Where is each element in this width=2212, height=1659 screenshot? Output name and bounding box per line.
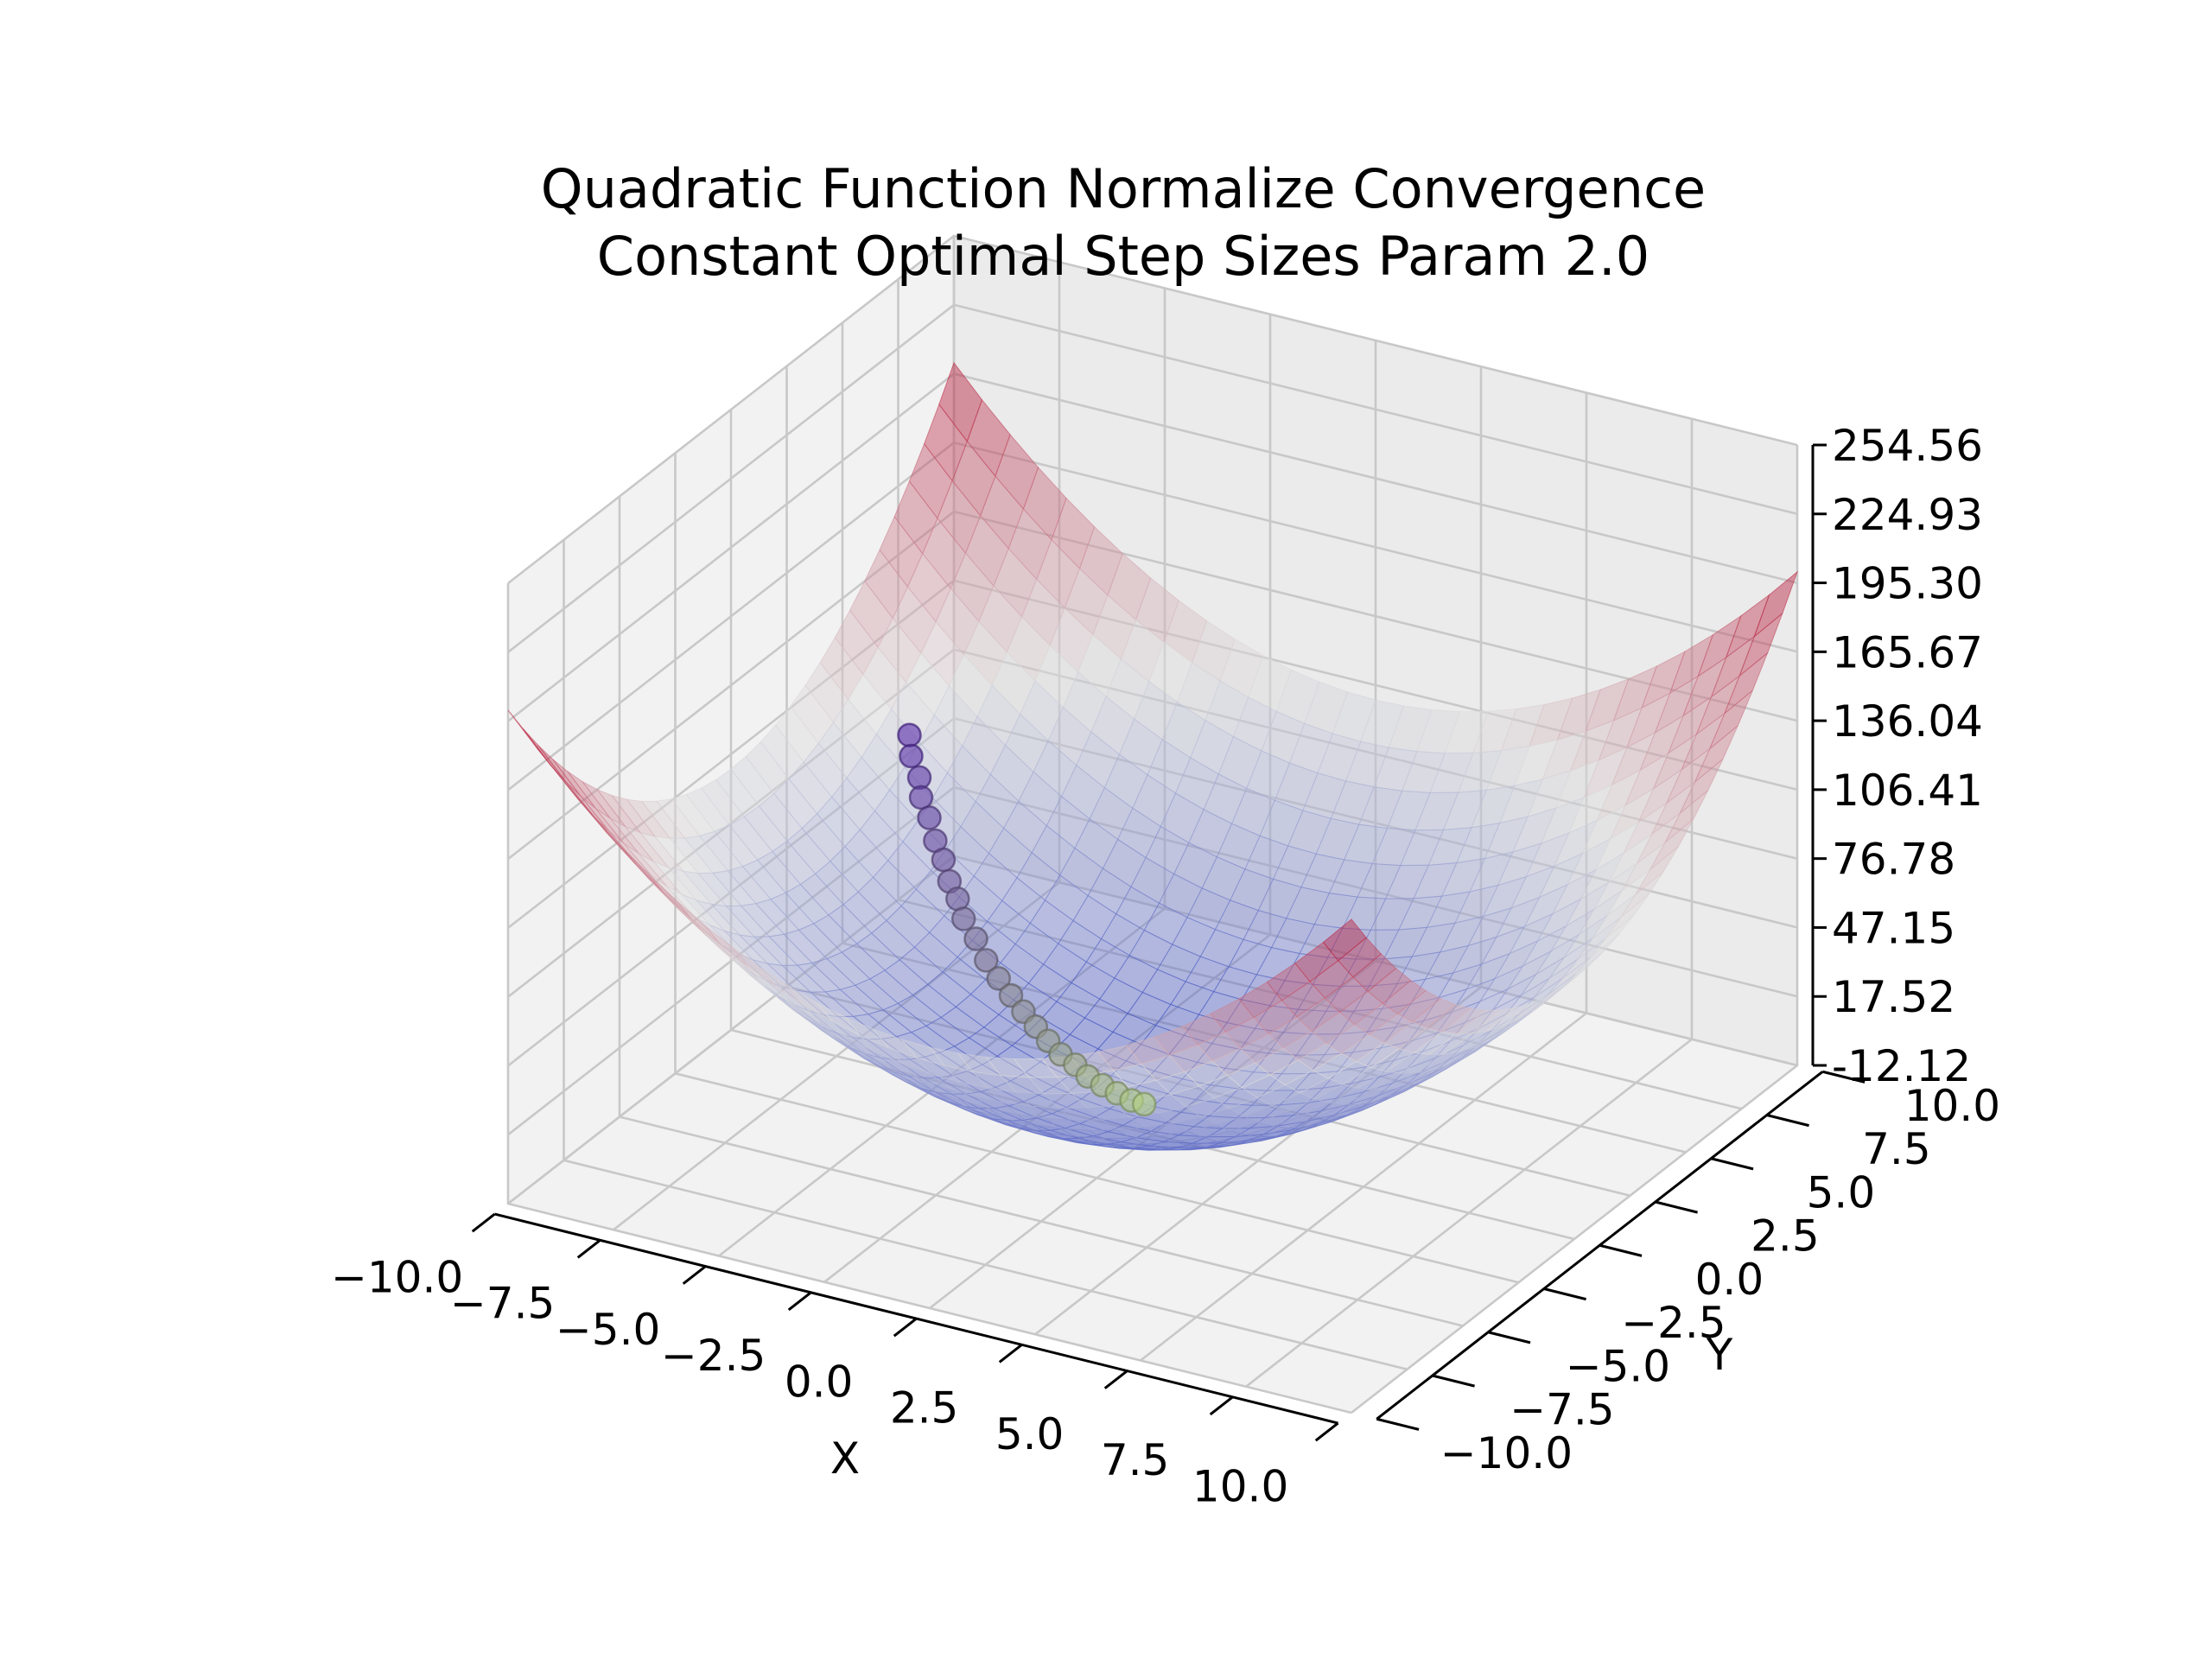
y-tick-mark (1766, 1114, 1809, 1128)
y-tick-mark (1821, 1070, 1866, 1084)
trajectory-point (1131, 1091, 1157, 1117)
z-grid-line (507, 303, 1798, 653)
x-tick-label: 7.5 (1101, 1435, 1170, 1485)
grid-lines (506, 234, 1799, 1414)
z-grid-line (507, 372, 1798, 722)
y-tick-label: 2.5 (1751, 1211, 1820, 1262)
y-tick-mark (1432, 1374, 1475, 1388)
trajectory-point (998, 982, 1024, 1008)
trajectory-point (963, 926, 988, 951)
y-tick-label: 7.5 (1862, 1124, 1931, 1174)
trajectory-point (974, 948, 999, 973)
z-grid-line (507, 716, 1798, 1067)
x-tick-mark (998, 1344, 1023, 1363)
y-tick-mark (1599, 1243, 1643, 1257)
y-axis-title: Y (1706, 1330, 1733, 1380)
z-tick-label: 76.78 (1832, 835, 1955, 885)
z-tick-label: 106.41 (1832, 766, 1983, 816)
x-tick-label: 2.5 (890, 1383, 959, 1433)
x-tick-label: −5.0 (556, 1305, 660, 1355)
chart-title-line-1: Quadratic Function Normalize Convergence (541, 157, 1706, 220)
y-tick-label: 10.0 (1904, 1081, 2000, 1131)
x-tick-mark (576, 1239, 601, 1259)
x-tick-label: −2.5 (661, 1331, 766, 1381)
z-tick-label: 254.56 (1832, 421, 1983, 471)
x-tick-mark (1314, 1421, 1339, 1442)
x-axis-title: X (830, 1433, 860, 1484)
trajectory-point (897, 722, 922, 747)
x-tick-label: 5.0 (995, 1409, 1065, 1459)
x-tick-mark (787, 1291, 812, 1312)
z-tick-label: 224.93 (1832, 490, 1983, 540)
y-tick-mark (1376, 1417, 1420, 1431)
x-tick-mark (893, 1317, 918, 1338)
y-tick-label: −5.0 (1566, 1342, 1670, 1392)
x-tick-mark (682, 1265, 707, 1285)
z-grid-line (507, 234, 1798, 585)
surface-facet (1322, 918, 1367, 962)
axis-lines (471, 443, 1866, 1442)
x-tick-mark (1103, 1370, 1128, 1389)
x-tick-label: 10.0 (1192, 1461, 1288, 1511)
y-tick-mark (1710, 1157, 1754, 1171)
trajectory-point (908, 785, 934, 810)
trajectory-point (950, 906, 976, 931)
trajectory-point (931, 847, 957, 873)
z-tick-label: 165.67 (1832, 627, 1983, 677)
x-tick-mark (471, 1212, 496, 1233)
y-tick-label: −10.0 (1440, 1428, 1573, 1478)
tick-labels: −10.0−7.5−5.0−2.50.02.55.07.510.0−10.0−7… (331, 421, 2000, 1511)
trajectory-points (897, 722, 1157, 1117)
y-tick-label: 0.0 (1695, 1255, 1764, 1305)
z-tick-label: 195.30 (1832, 559, 1983, 609)
y-tick-label: −7.5 (1510, 1385, 1614, 1435)
x-tick-mark (1209, 1395, 1234, 1416)
y-tick-label: 5.0 (1807, 1168, 1876, 1218)
x-tick-label: −7.5 (450, 1279, 555, 1329)
z-tick-label: -12.12 (1832, 1041, 1971, 1091)
z-grid-line (507, 510, 1798, 861)
y-tick-mark (1655, 1200, 1698, 1214)
z-tick-label: 136.04 (1832, 696, 1983, 747)
trajectory-point (917, 805, 942, 830)
y-tick-label: −2.5 (1621, 1298, 1726, 1348)
z-grid-line (507, 441, 1798, 791)
chart-title-line-2: Constant Optimal Step Sizes Param 2.0 (597, 225, 1649, 288)
z-grid-line (507, 785, 1798, 1136)
trajectory-point (899, 743, 924, 769)
z-tick-label: 47.15 (1832, 903, 1955, 953)
x-tick-label: −10.0 (331, 1252, 463, 1302)
x-tick-label: 0.0 (785, 1357, 854, 1407)
y-tick-mark (1543, 1287, 1586, 1301)
y-tick-mark (1487, 1331, 1531, 1344)
z-tick-label: 17.52 (1832, 972, 1955, 1022)
trajectory-point (986, 966, 1011, 991)
